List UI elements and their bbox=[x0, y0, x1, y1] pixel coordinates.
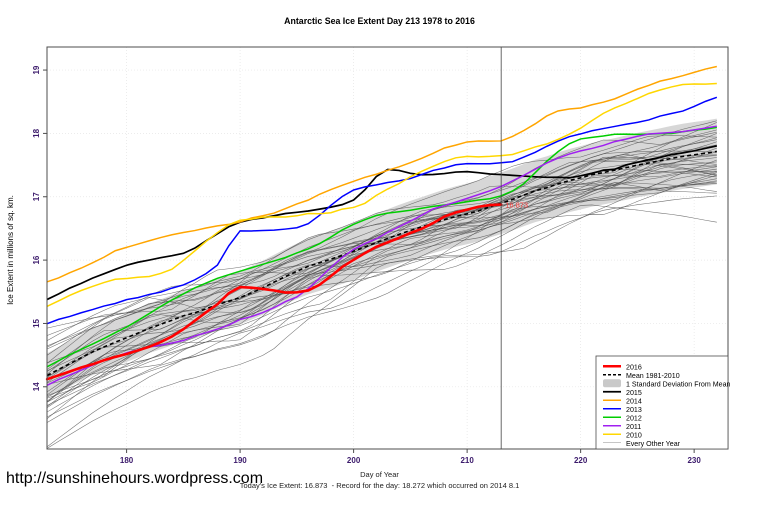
svg-text:2010: 2010 bbox=[626, 431, 642, 439]
svg-text:2012: 2012 bbox=[626, 414, 642, 422]
svg-text:2011: 2011 bbox=[626, 423, 641, 431]
svg-text:220: 220 bbox=[574, 456, 588, 465]
svg-text:14: 14 bbox=[32, 382, 41, 391]
svg-text:2016: 2016 bbox=[626, 363, 642, 371]
svg-text:200: 200 bbox=[347, 456, 361, 465]
svg-text:2015: 2015 bbox=[626, 389, 642, 397]
svg-text:210: 210 bbox=[460, 456, 474, 465]
svg-text:2014: 2014 bbox=[626, 397, 642, 405]
svg-text:15: 15 bbox=[32, 318, 41, 327]
svg-text:2013: 2013 bbox=[626, 406, 642, 414]
svg-text:16: 16 bbox=[32, 255, 41, 264]
svg-text:19: 19 bbox=[32, 65, 41, 74]
svg-text:190: 190 bbox=[233, 456, 247, 465]
svg-text:17: 17 bbox=[32, 192, 41, 201]
svg-text:Mean 1981-2010: Mean 1981-2010 bbox=[626, 372, 680, 380]
svg-text:16.873: 16.873 bbox=[505, 201, 528, 210]
svg-text:1 Standard Deviation From Mean: 1 Standard Deviation From Mean bbox=[626, 380, 731, 388]
svg-text:180: 180 bbox=[120, 456, 134, 465]
svg-text:18: 18 bbox=[32, 128, 41, 137]
svg-text:Every Other Year: Every Other Year bbox=[626, 440, 681, 448]
svg-text:230: 230 bbox=[687, 456, 701, 465]
